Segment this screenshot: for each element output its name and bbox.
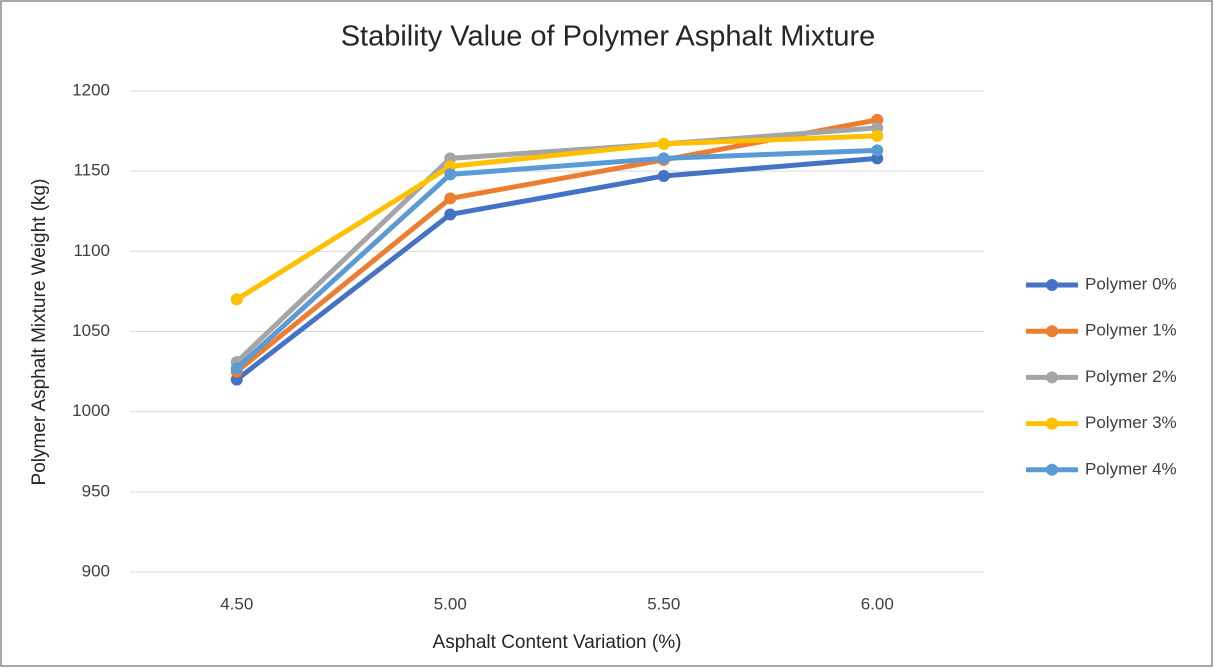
y-tick-label: 1000 [72,401,110,420]
x-tick-label: 4.50 [220,594,253,613]
data-point [657,169,670,182]
legend-marker [1046,417,1058,430]
x-tick-label: 6.00 [861,594,894,613]
y-axis-title: Polymer Asphalt Mixture Weight (kg) [29,179,50,486]
y-tick-label: 1200 [72,80,110,99]
legend-marker [1046,325,1058,338]
data-point [871,144,884,157]
data-point [230,293,243,306]
x-tick-label: 5.00 [434,594,467,613]
data-point [230,362,243,375]
legend-label: Polymer 0% [1085,274,1177,293]
x-tick-label: 5.50 [647,594,680,613]
legend-marker [1046,279,1058,291]
legend-label: Polymer 4% [1085,459,1177,478]
series-line [234,155,880,383]
data-point [871,129,884,142]
y-tick-label: 1150 [73,161,110,180]
chart-title: Stability Value of Polymer Asphalt Mixtu… [341,21,876,53]
series-line [234,147,880,371]
y-tick-label: 1050 [72,321,110,340]
data-point [657,137,670,150]
series-line [234,125,880,365]
data-point [444,168,457,181]
legend-label: Polymer 2% [1085,367,1177,386]
legend-label: Polymer 3% [1085,413,1177,432]
series-line [234,133,880,302]
legend-marker [1046,371,1058,384]
data-point [657,152,670,165]
y-tick-label: 900 [82,561,110,580]
data-point [444,192,457,205]
x-axis-title: Asphalt Content Variation (%) [433,632,682,653]
y-tick-label: 950 [82,481,110,500]
data-point [444,208,457,221]
legend-label: Polymer 1% [1085,321,1177,340]
legend-marker [1046,463,1058,476]
y-tick-label: 1100 [73,241,110,260]
